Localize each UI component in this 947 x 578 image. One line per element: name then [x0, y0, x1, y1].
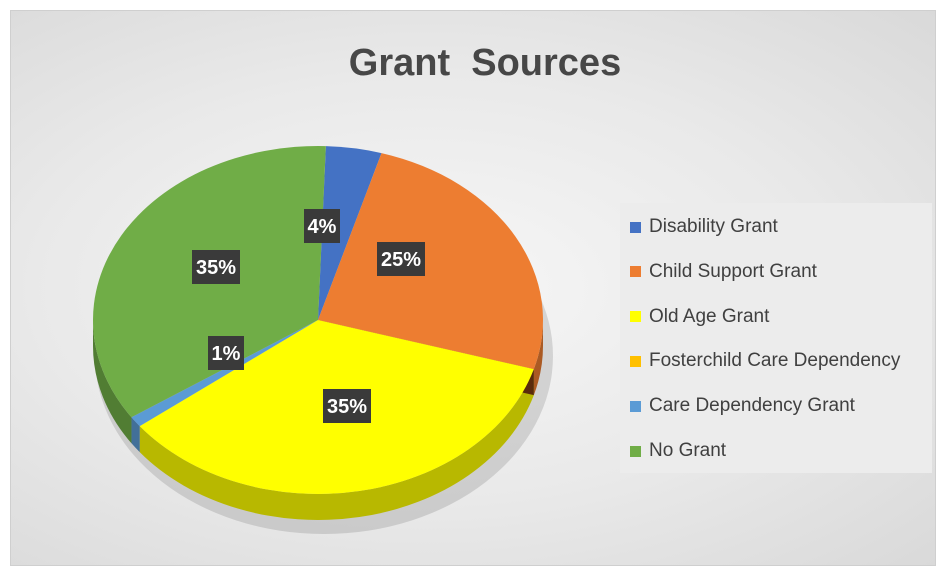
legend-item-child-support-grant: Child Support Grant [630, 260, 817, 284]
pie-slice-child-support-grant [318, 153, 543, 370]
legend-swatch [630, 445, 641, 457]
legend-swatch [630, 400, 641, 412]
data-label-disability-grant: 4% [304, 209, 340, 243]
data-label-box [377, 242, 425, 276]
pie-slice-care-dependency-grant [131, 320, 318, 427]
legend-swatch [630, 266, 641, 278]
data-label-box [192, 250, 240, 284]
legend-label: Fosterchild Care Dependency [649, 350, 901, 372]
legend-label: Disability Grant [649, 216, 778, 237]
data-label-no-grant: 35% [192, 250, 240, 284]
legend-label: Care Dependency Grant [649, 395, 855, 417]
legend-item-care-dependency-grant: Care Dependency Grant [630, 394, 855, 418]
pie-side-no-grant [93, 320, 132, 444]
data-label-child-support-grant: 25% [377, 242, 425, 276]
pie-side-old-age-grant [139, 369, 534, 520]
data-label-text: 35% [327, 396, 367, 418]
data-label-text: 4% [308, 216, 337, 238]
legend-label: Child Support Grant [649, 260, 817, 282]
pie-side-care-dependency-grant [131, 417, 140, 453]
data-label-box [304, 209, 340, 243]
data-label-text: 35% [196, 257, 236, 279]
legend-item-old-age-grant: Old Age Grant [630, 305, 769, 329]
legend-swatch [630, 221, 641, 233]
data-label-old-age-grant: 35% [323, 389, 371, 423]
legend-item-disability-grant: Disability Grant [630, 215, 778, 239]
data-label-care-dependency-grant: 1% [208, 336, 244, 370]
legend-label: No Grant [649, 440, 727, 461]
legend-item-no-grant: No Grant [630, 439, 726, 463]
pie-side-child-support-grant [533, 320, 543, 396]
legend-item-fosterchild-care-dependency: Fosterchild Care Dependency [630, 349, 900, 373]
data-label-text: 1% [212, 343, 241, 365]
chart-legend: Disability Grant Child Support Grant Old A… [620, 203, 932, 473]
legend-swatch [630, 355, 641, 367]
chart-title: Grant Sources [348, 42, 622, 84]
data-label-box [208, 336, 244, 370]
pie-slice-disability-grant [318, 146, 382, 320]
data-label-text: 25% [381, 249, 421, 271]
data-label-box [323, 389, 371, 423]
legend-label: Old Age Grant [649, 305, 770, 327]
legend-swatch [630, 311, 641, 323]
